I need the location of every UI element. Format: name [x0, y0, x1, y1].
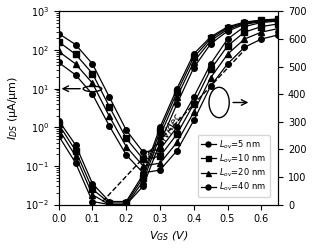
$L_{ov}$=5 nm — [242, 21, 246, 24]
$L_{ov}$=5 nm — [141, 173, 145, 176]
$L_{ov}$=20 nm — [90, 193, 94, 196]
$L_{ov}$=20 nm — [107, 203, 111, 206]
Line: $L_{ov}$=40 nm: $L_{ov}$=40 nm — [56, 17, 281, 207]
$L_{ov}$=20 nm — [209, 39, 212, 42]
$L_{ov}$=10 nm — [192, 56, 196, 59]
$L_{ov}$=10 nm — [141, 176, 145, 179]
$L_{ov}$=5 nm — [107, 200, 111, 203]
$L_{ov}$=10 nm — [276, 18, 280, 21]
$L_{ov}$=20 nm — [74, 155, 77, 158]
$L_{ov}$=10 nm — [175, 91, 179, 94]
$L_{ov}$=40 nm — [74, 161, 77, 164]
$L_{ov}$=10 nm — [74, 149, 77, 152]
$L_{ov}$=40 nm — [175, 103, 179, 106]
Line: $L_{ov}$=5 nm: $L_{ov}$=5 nm — [56, 16, 281, 204]
Text: 60 mV/dec: 60 mV/dec — [147, 112, 183, 162]
$L_{ov}$=20 nm — [260, 19, 263, 22]
$L_{ov}$=40 nm — [90, 200, 94, 203]
$L_{ov}$=5 nm — [158, 126, 162, 129]
$L_{ov}$=40 nm — [141, 185, 145, 188]
$L_{ov}$=20 nm — [192, 60, 196, 63]
$L_{ov}$=40 nm — [260, 20, 263, 23]
Line: $L_{ov}$=20 nm: $L_{ov}$=20 nm — [56, 17, 281, 207]
$L_{ov}$=10 nm — [124, 201, 128, 204]
$L_{ov}$=40 nm — [242, 23, 246, 26]
$L_{ov}$=5 nm — [57, 119, 61, 122]
$L_{ov}$=5 nm — [226, 25, 229, 28]
$L_{ov}$=5 nm — [124, 200, 128, 203]
$L_{ov}$=5 nm — [74, 143, 77, 146]
$L_{ov}$=40 nm — [158, 141, 162, 144]
$L_{ov}$=5 nm — [90, 182, 94, 185]
Y-axis label: $I_{DS}$ (μA/μm): $I_{DS}$ (μA/μm) — [6, 76, 20, 140]
$L_{ov}$=10 nm — [158, 129, 162, 132]
$L_{ov}$=5 nm — [276, 17, 280, 20]
$L_{ov}$=10 nm — [226, 26, 229, 29]
$L_{ov}$=5 nm — [175, 87, 179, 90]
$L_{ov}$=20 nm — [226, 28, 229, 31]
Line: $L_{ov}$=10 nm: $L_{ov}$=10 nm — [56, 17, 281, 206]
$L_{ov}$=40 nm — [57, 134, 61, 137]
$L_{ov}$=10 nm — [242, 21, 246, 24]
$L_{ov}$=20 nm — [276, 18, 280, 21]
$L_{ov}$=40 nm — [192, 66, 196, 69]
$L_{ov}$=40 nm — [107, 203, 111, 206]
$L_{ov}$=40 nm — [226, 30, 229, 33]
$L_{ov}$=10 nm — [209, 37, 212, 40]
$L_{ov}$=20 nm — [124, 203, 128, 206]
$L_{ov}$=10 nm — [107, 201, 111, 204]
$L_{ov}$=10 nm — [90, 188, 94, 191]
$L_{ov}$=5 nm — [209, 35, 212, 38]
$L_{ov}$=20 nm — [158, 134, 162, 137]
$L_{ov}$=40 nm — [124, 203, 128, 206]
$L_{ov}$=40 nm — [209, 42, 212, 45]
$L_{ov}$=10 nm — [260, 19, 263, 22]
$L_{ov}$=10 nm — [57, 123, 61, 126]
$L_{ov}$=40 nm — [276, 19, 280, 22]
$L_{ov}$=20 nm — [141, 180, 145, 183]
$L_{ov}$=5 nm — [260, 18, 263, 21]
Legend: $L_{ov}$=5 nm, $L_{ov}$=10 nm, $L_{ov}$=20 nm, $L_{ov}$=40 nm: $L_{ov}$=5 nm, $L_{ov}$=10 nm, $L_{ov}$=… — [197, 135, 270, 196]
$L_{ov}$=20 nm — [57, 127, 61, 130]
$L_{ov}$=20 nm — [175, 96, 179, 99]
X-axis label: $V_{GS}$ (V): $V_{GS}$ (V) — [149, 230, 188, 244]
$L_{ov}$=5 nm — [192, 52, 196, 55]
$L_{ov}$=20 nm — [242, 22, 246, 25]
